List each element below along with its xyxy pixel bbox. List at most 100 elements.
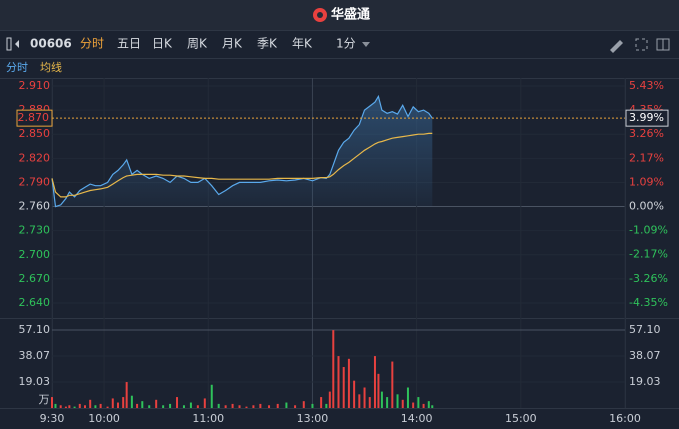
volume-tick-label-right: 38.07 xyxy=(629,349,661,362)
y2-tick-label: -3.26% xyxy=(629,272,668,285)
volume-bar xyxy=(353,380,356,408)
draw-icon[interactable] xyxy=(610,40,623,53)
volume-bar xyxy=(396,394,399,408)
volume-bar xyxy=(325,403,328,408)
y2-tick-label: 2.17% xyxy=(629,151,664,164)
last-change-label: 3.99% xyxy=(629,111,664,124)
volume-bar xyxy=(417,397,420,408)
volume-bar xyxy=(130,395,133,408)
volume-bar xyxy=(68,405,71,408)
y-tick-label: 2.820 xyxy=(19,151,51,164)
y-tick-label: 2.700 xyxy=(19,248,51,261)
volume-bar xyxy=(412,402,415,408)
volume-bar xyxy=(162,405,165,408)
y-tick-label: 2.760 xyxy=(19,200,51,213)
volume-bar xyxy=(252,405,255,408)
volume-bar xyxy=(391,361,394,408)
x-tick-label: 14:00 xyxy=(401,412,433,425)
volume-tick-label: 57.10 xyxy=(19,323,51,336)
stock-code: 00606 xyxy=(30,37,72,51)
tab[interactable]: 五日 xyxy=(117,37,141,51)
volume-bar xyxy=(320,397,323,408)
volume-bar xyxy=(328,391,331,408)
volume-bar xyxy=(224,405,227,408)
legend-entry: 分时 xyxy=(6,61,28,74)
y2-tick-label: -1.09% xyxy=(629,224,668,237)
back-icon[interactable] xyxy=(6,37,12,51)
volume-bar xyxy=(182,405,185,408)
volume-bar xyxy=(203,398,206,408)
y-tick-label: 2.850 xyxy=(19,127,51,140)
tab[interactable]: 年K xyxy=(292,37,313,51)
volume-bar xyxy=(231,403,234,408)
volume-bar xyxy=(311,403,314,408)
volume-bar xyxy=(302,401,305,408)
volume-bar xyxy=(380,391,383,408)
y-tick-label: 2.910 xyxy=(19,79,51,92)
volume-bar xyxy=(268,405,271,408)
volume-bar xyxy=(245,406,248,408)
volume-bar xyxy=(347,358,350,408)
average-line xyxy=(51,132,433,198)
volume-bar xyxy=(122,397,125,408)
volume-bar xyxy=(141,401,144,408)
volume-bar xyxy=(358,394,361,408)
volume-bar xyxy=(332,330,335,408)
dropdown-arrow[interactable] xyxy=(362,42,370,47)
volume-bar xyxy=(238,405,241,408)
volume-bar xyxy=(116,402,119,408)
x-tick-label: 9:30 xyxy=(40,412,65,425)
volume-bar xyxy=(406,387,409,408)
volume-bar xyxy=(106,406,109,408)
last-price-label: 2.870 xyxy=(18,111,50,124)
top-bar xyxy=(0,0,679,30)
x-tick-label: 10:00 xyxy=(88,412,120,425)
volume-tick-label-right: 57.10 xyxy=(629,323,661,336)
tab[interactable]: 季K xyxy=(257,37,278,51)
y2-tick-label: -2.17% xyxy=(629,248,668,261)
back-arrow[interactable] xyxy=(15,40,19,48)
logo-text: 华盛通 xyxy=(331,7,370,23)
volume-bar xyxy=(176,397,179,408)
volume-bar xyxy=(59,405,62,408)
y2-tick-label: 5.43% xyxy=(629,79,664,92)
tab[interactable]: 分时 xyxy=(80,37,104,51)
x-tick-label: 15:00 xyxy=(505,412,537,425)
volume-bar xyxy=(337,356,340,408)
y-tick-label: 2.790 xyxy=(19,175,51,188)
volume-bar xyxy=(64,406,67,408)
y-tick-label: 2.670 xyxy=(19,272,51,285)
volume-bar xyxy=(78,403,81,408)
volume-bar xyxy=(386,397,389,408)
legend-entry: 均线 xyxy=(40,60,62,74)
interval[interactable]: 1分 xyxy=(336,37,356,51)
volume-bar xyxy=(276,403,279,408)
last-price-box xyxy=(16,109,53,127)
x-tick-label: 11:00 xyxy=(192,412,224,425)
volume-bar xyxy=(431,405,434,408)
volume-bar xyxy=(73,406,76,408)
volume-bar xyxy=(259,403,262,408)
tab[interactable]: 周K xyxy=(187,37,208,51)
fullscreen-icon[interactable] xyxy=(635,38,648,51)
volume-bar xyxy=(285,402,288,408)
volume-bar xyxy=(99,403,102,408)
volume-bar xyxy=(89,399,92,408)
volume-tick-label: 38.07 xyxy=(19,349,51,362)
tab[interactable]: 日K xyxy=(152,37,173,51)
volume-bar xyxy=(148,405,151,408)
y2-tick-label: 1.09% xyxy=(629,175,664,188)
x-tick-label: 16:00 xyxy=(609,412,641,425)
volume-bar xyxy=(217,403,220,408)
volume-bar xyxy=(294,405,297,408)
tab[interactable]: 月K xyxy=(222,37,243,51)
y2-tick-label: 3.26% xyxy=(629,127,664,140)
volume-bar xyxy=(210,384,213,408)
volume-bar xyxy=(401,399,404,408)
volume-bar xyxy=(377,373,380,408)
logo-icon-hole xyxy=(317,12,323,18)
y-tick-label: 2.640 xyxy=(19,296,51,309)
volume-bar xyxy=(94,405,97,408)
